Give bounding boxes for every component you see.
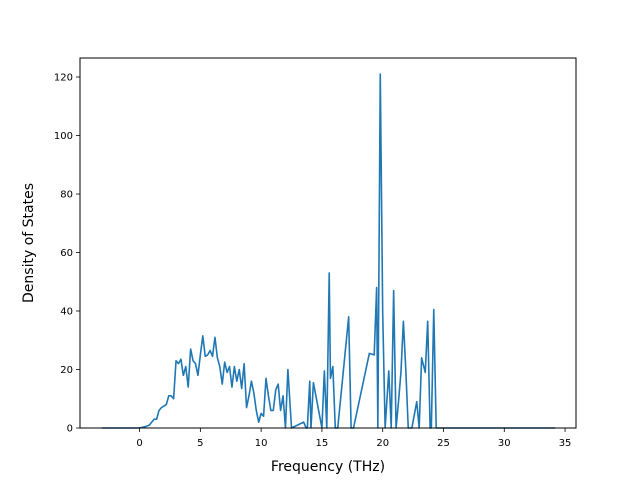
y-tick-label: 120 [54,73,73,84]
x-tick-label: 15 [316,438,329,449]
series-line-0 [101,73,556,429]
y-tick-label: 40 [60,307,73,318]
x-axis-label: Frequency (THz) [271,459,385,475]
plot-frame [79,57,577,429]
axis-ticks: 0 5 10 15 20 25 30 35 0 20 40 60 80 100 120 [54,73,572,449]
y-tick-label: 0 [67,424,73,435]
x-tick-label: 30 [498,438,511,449]
x-tick-label: 25 [437,438,450,449]
y-tick-label: 60 [60,248,73,259]
y-tick-label: 80 [60,190,73,201]
y-tick-label: 100 [54,131,73,142]
x-tick-label: 0 [136,438,142,449]
x-tick-label: 35 [559,438,572,449]
x-tick-label: 10 [255,438,268,449]
y-axis-label: Density of States [21,183,37,303]
y-tick-label: 20 [60,365,73,376]
chart-marks [101,73,556,429]
x-tick-label: 5 [197,438,203,449]
x-tick-label: 20 [376,438,389,449]
